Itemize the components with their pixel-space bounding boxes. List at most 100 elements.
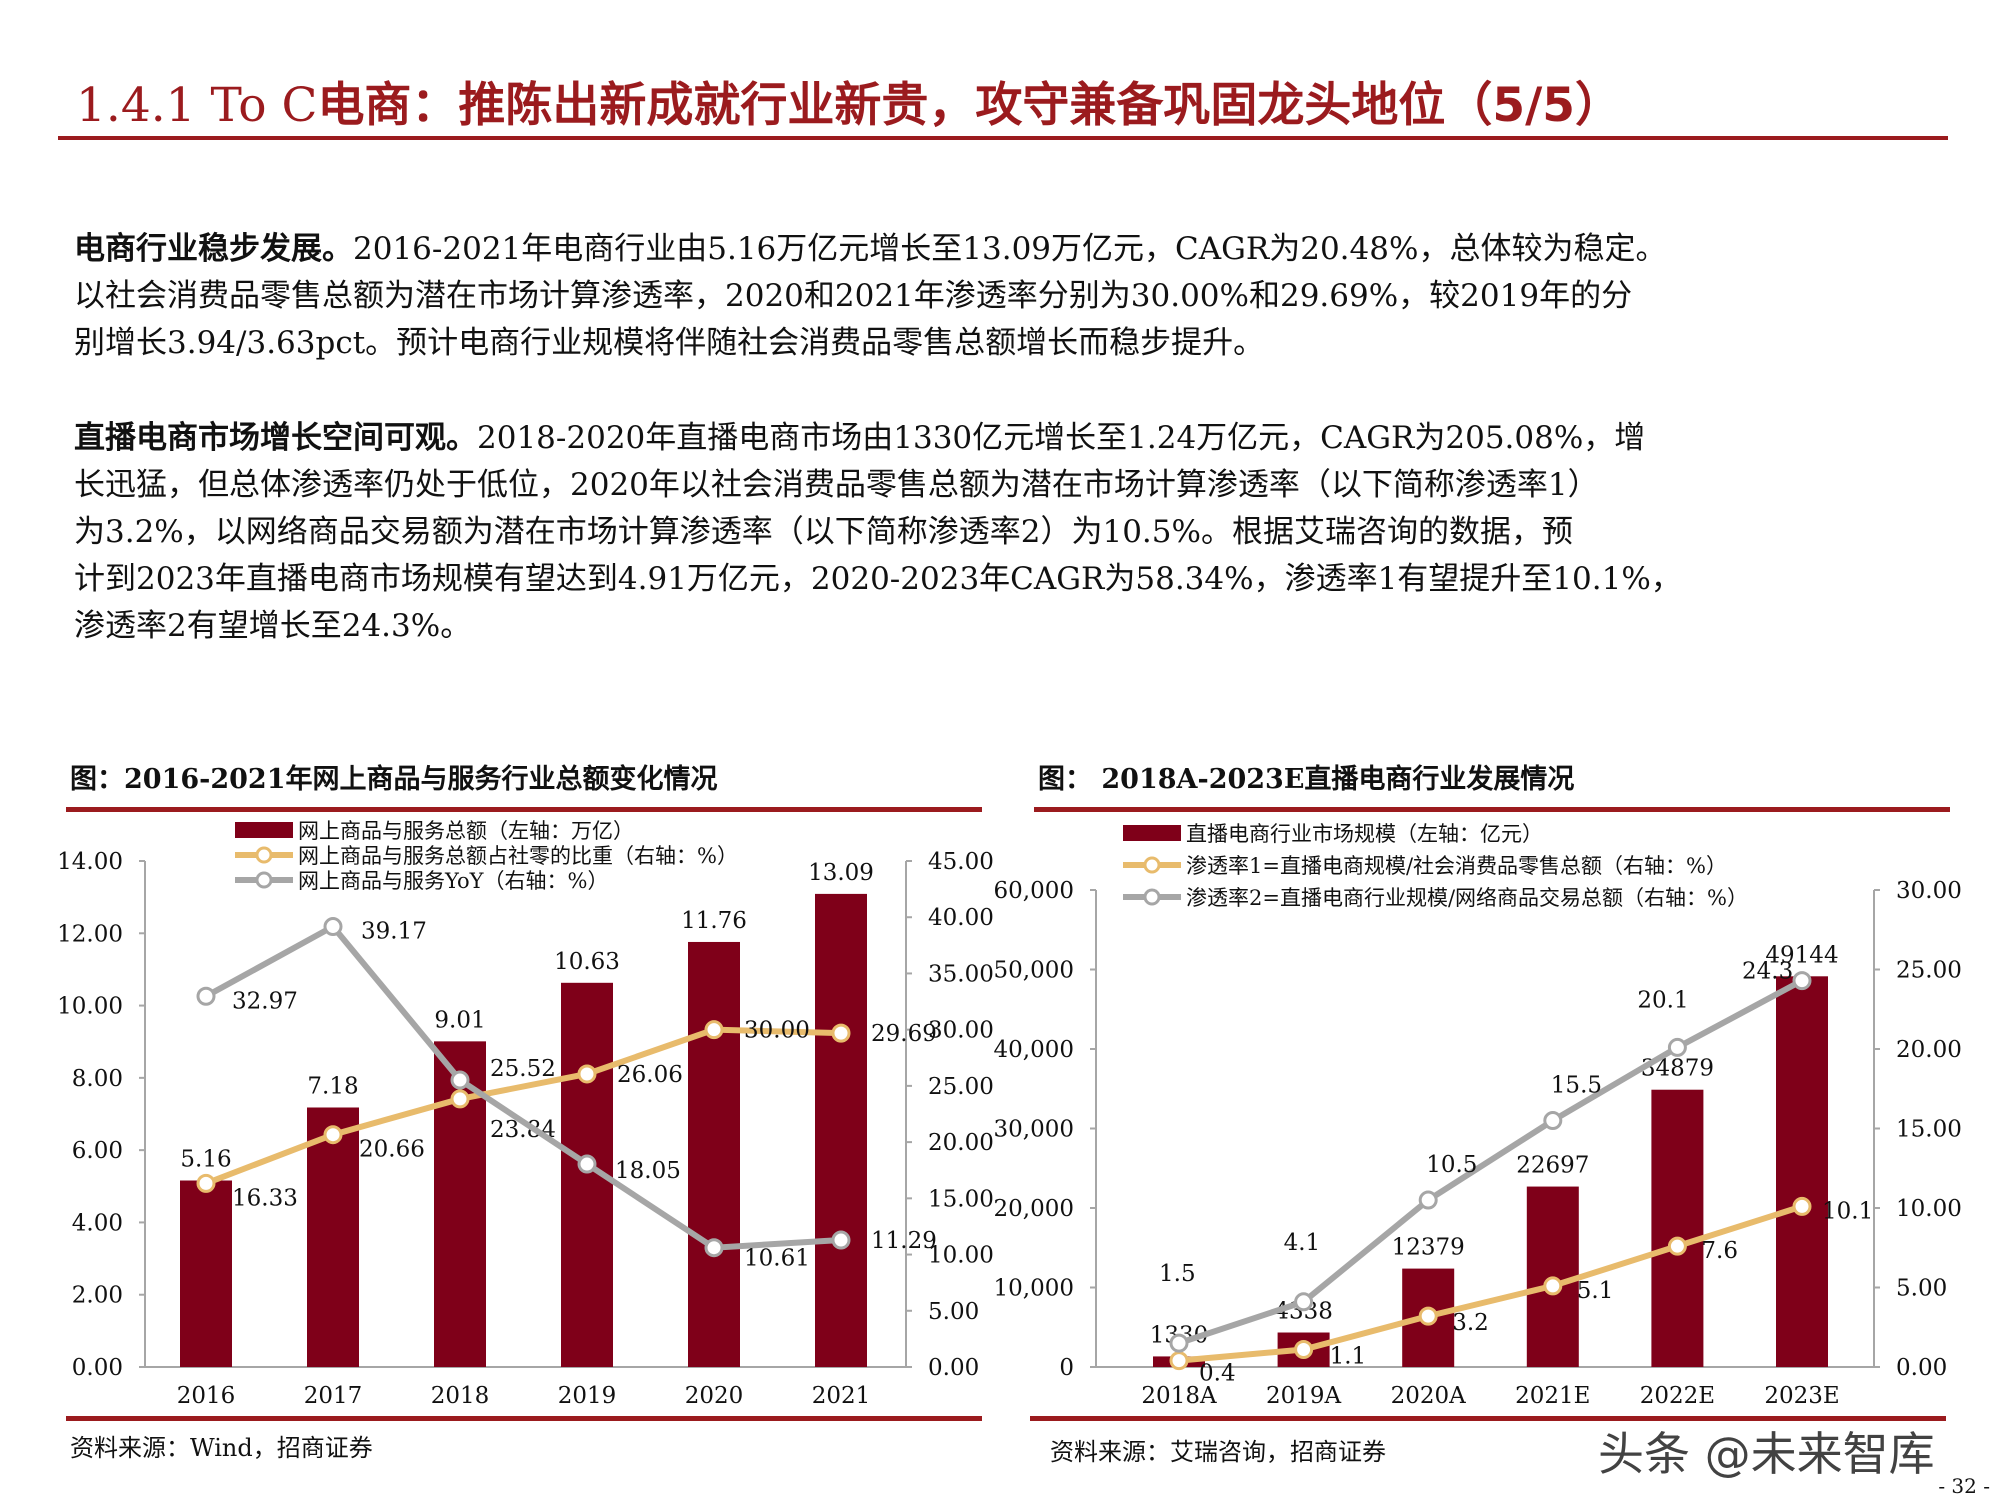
paragraph-line: 2018-2020年直播电商市场由1330亿元增长至1.24万亿元，CAGR为2… [477, 420, 1646, 456]
chart1-x-tick-label: 2021 [812, 1383, 871, 1409]
chart1-line-label: 11.29 [871, 1228, 937, 1254]
chart1-series-line-orange [204, 1026, 842, 1187]
chart2-left-tick-label: 60,000 [994, 878, 1074, 904]
chart2-x-tick-label: 2022E [1640, 1383, 1715, 1409]
chart1-bar [688, 941, 740, 1367]
chart2-line-point [1418, 1306, 1438, 1326]
chart1-line-label: 39.17 [361, 919, 427, 945]
chart2-x-tick-label: 2021E [1515, 1383, 1590, 1409]
chart1-line-point [196, 986, 216, 1006]
chart1-line-point [704, 1238, 724, 1258]
chart1-left-tick-label: 8.00 [72, 1066, 123, 1092]
chart2-line-label: 5.1 [1577, 1278, 1614, 1304]
chart2-bar [1776, 976, 1828, 1367]
chart2-bar-label: 49144 [1765, 942, 1838, 968]
chart1-left-tick-label: 2.00 [72, 1283, 123, 1309]
chart1-right-tick-label: 25.00 [928, 1074, 994, 1100]
chart1-x-tick-label: 2020 [685, 1383, 744, 1409]
chart1-top-rule [66, 807, 982, 812]
chart2-left-tick-label: 40,000 [994, 1037, 1074, 1063]
chart1-line-point [831, 1230, 851, 1250]
chart1-line-label: 29.69 [871, 1021, 937, 1047]
chart2-series-line-gray [1178, 977, 1804, 1346]
chart2-title: 图： 2018A-2023E直播电商行业发展情况 [1038, 764, 1575, 795]
chart2-line-label: 0.4 [1199, 1361, 1236, 1387]
chart1-bar [180, 1180, 232, 1367]
chart2-left-tick-label: 20,000 [994, 1196, 1074, 1222]
chart2-x-tick-label: 2023E [1764, 1383, 1839, 1409]
paragraph-line: 以社会消费品零售总额为潜在市场计算渗透率，2020和2021年渗透率分别为30.… [74, 278, 1633, 314]
title-divider [58, 136, 1948, 140]
watermark: 头条 @未来智库 [1598, 1427, 1935, 1481]
chart1-right-tick-label: 10.00 [928, 1243, 994, 1269]
chart2-legend-marker [1143, 856, 1161, 874]
chart1-x-tick-label: 2017 [304, 1383, 363, 1409]
chart1-line-point [323, 1125, 343, 1145]
chart2-line-point [1543, 1111, 1563, 1131]
paragraph-line: 渗透率2有望增长至24.3%。 [74, 608, 472, 644]
chart1-right-tick-label: 5.00 [928, 1299, 979, 1325]
chart2-x-tick-label: 2019A [1266, 1383, 1342, 1409]
chart1-line-label: 20.66 [359, 1137, 425, 1163]
chart2-legend-label: 渗透率2=直播电商行业规模/网络商品交易总额（右轴：%） [1186, 886, 1748, 910]
chart2-right-tick-label: 15.00 [1896, 1117, 1962, 1143]
chart2-left-tick-label: 50,000 [994, 958, 1074, 984]
chart2-line-label: 10.5 [1426, 1152, 1477, 1178]
chart1-left-tick-label: 4.00 [72, 1210, 123, 1236]
chart1-right-tick-label: 20.00 [928, 1130, 994, 1156]
title-en: To C [195, 78, 318, 133]
paragraph-line: 长迅猛，但总体渗透率仍处于低位，2020年以社会消费品零售总额为潜在市场计算渗透… [74, 467, 1599, 503]
chart2-line-point [1792, 971, 1812, 991]
chart1-line-label: 10.61 [744, 1246, 810, 1272]
chart1-legend-bar-swatch [235, 822, 293, 838]
chart2-line-point [1169, 1351, 1189, 1371]
chart1-right-tick-label: 0.00 [928, 1355, 979, 1381]
chart2-line-point [1792, 1196, 1812, 1216]
chart1-legend-marker [255, 846, 273, 864]
chart2-line-point [1667, 1037, 1687, 1057]
chart1-line-point [450, 1070, 470, 1090]
chart2-line-point [1294, 1292, 1314, 1312]
page-title: 1.4.1 To C电商：推陈出新成就行业新贵，攻守兼备巩固龙头地位（5/5） [76, 66, 1622, 135]
chart1-title: 图：2016-2021年网上商品与服务行业总额变化情况 [70, 764, 718, 795]
chart1-line-point [577, 1154, 597, 1174]
chart2-right-tick-label: 0.00 [1896, 1355, 1947, 1381]
chart2-line-label: 7.6 [1701, 1238, 1738, 1264]
chart2-line-point [1418, 1190, 1438, 1210]
chart1-x-tick-label: 2018 [431, 1383, 490, 1409]
chart1-line-label: 25.52 [490, 1056, 556, 1082]
chart2-line-point [1543, 1276, 1563, 1296]
chart2-line-label: 10.1 [1822, 1198, 1873, 1224]
chart1-line-point [704, 1020, 724, 1040]
chart1-line-point [323, 917, 343, 937]
chart1-bar-label: 11.76 [681, 908, 747, 934]
chart1-bar-label: 7.18 [307, 1073, 358, 1099]
chart2-left-tick-label: 0 [1059, 1355, 1074, 1381]
chart1-right-tick-label: 35.00 [928, 961, 994, 987]
chart1-line-point [831, 1023, 851, 1043]
chart1-x-tick-label: 2016 [177, 1383, 236, 1409]
paragraph-line: 计到2023年直播电商市场规模有望达到4.91万亿元，2020-2023年CAG… [74, 561, 1682, 597]
chart2-series-line-orange [1178, 1203, 1803, 1364]
chart1-line-label: 18.05 [615, 1158, 681, 1184]
chart1-bar-label: 5.16 [180, 1147, 231, 1173]
chart2-left-tick-label: 10,000 [994, 1276, 1074, 1302]
chart1-legend-label: 网上商品与服务YoY（右轴：%） [298, 869, 609, 893]
chart1-bar-label: 13.09 [808, 860, 874, 886]
paragraph-lead: 直播电商市场增长空间可观。 [74, 420, 477, 456]
chart1-line-point [577, 1064, 597, 1084]
chart2-top-rule [1034, 807, 1950, 812]
chart1-line-label: 32.97 [232, 988, 298, 1014]
chart1-bar-label: 10.63 [554, 949, 620, 975]
title-number: 1.4.1 [76, 78, 196, 133]
chart2-left-tick-label: 30,000 [994, 1117, 1074, 1143]
chart1-left-tick-label: 0.00 [72, 1355, 123, 1381]
paragraph-line: 别增长3.94/3.63pct。预计电商行业规模将伴随社会消费品零售总额增长而稳… [74, 325, 1265, 361]
chart1-bar-label: 9.01 [434, 1007, 485, 1033]
chart2-right-tick-label: 20.00 [1896, 1037, 1962, 1063]
chart1-right-tick-label: 15.00 [928, 1186, 994, 1212]
chart2-legend-label: 直播电商行业市场规模（左轴：亿元） [1186, 822, 1543, 846]
chart2-line-label: 3.2 [1452, 1310, 1489, 1336]
chart2-bottom-rule [1030, 1416, 1946, 1421]
